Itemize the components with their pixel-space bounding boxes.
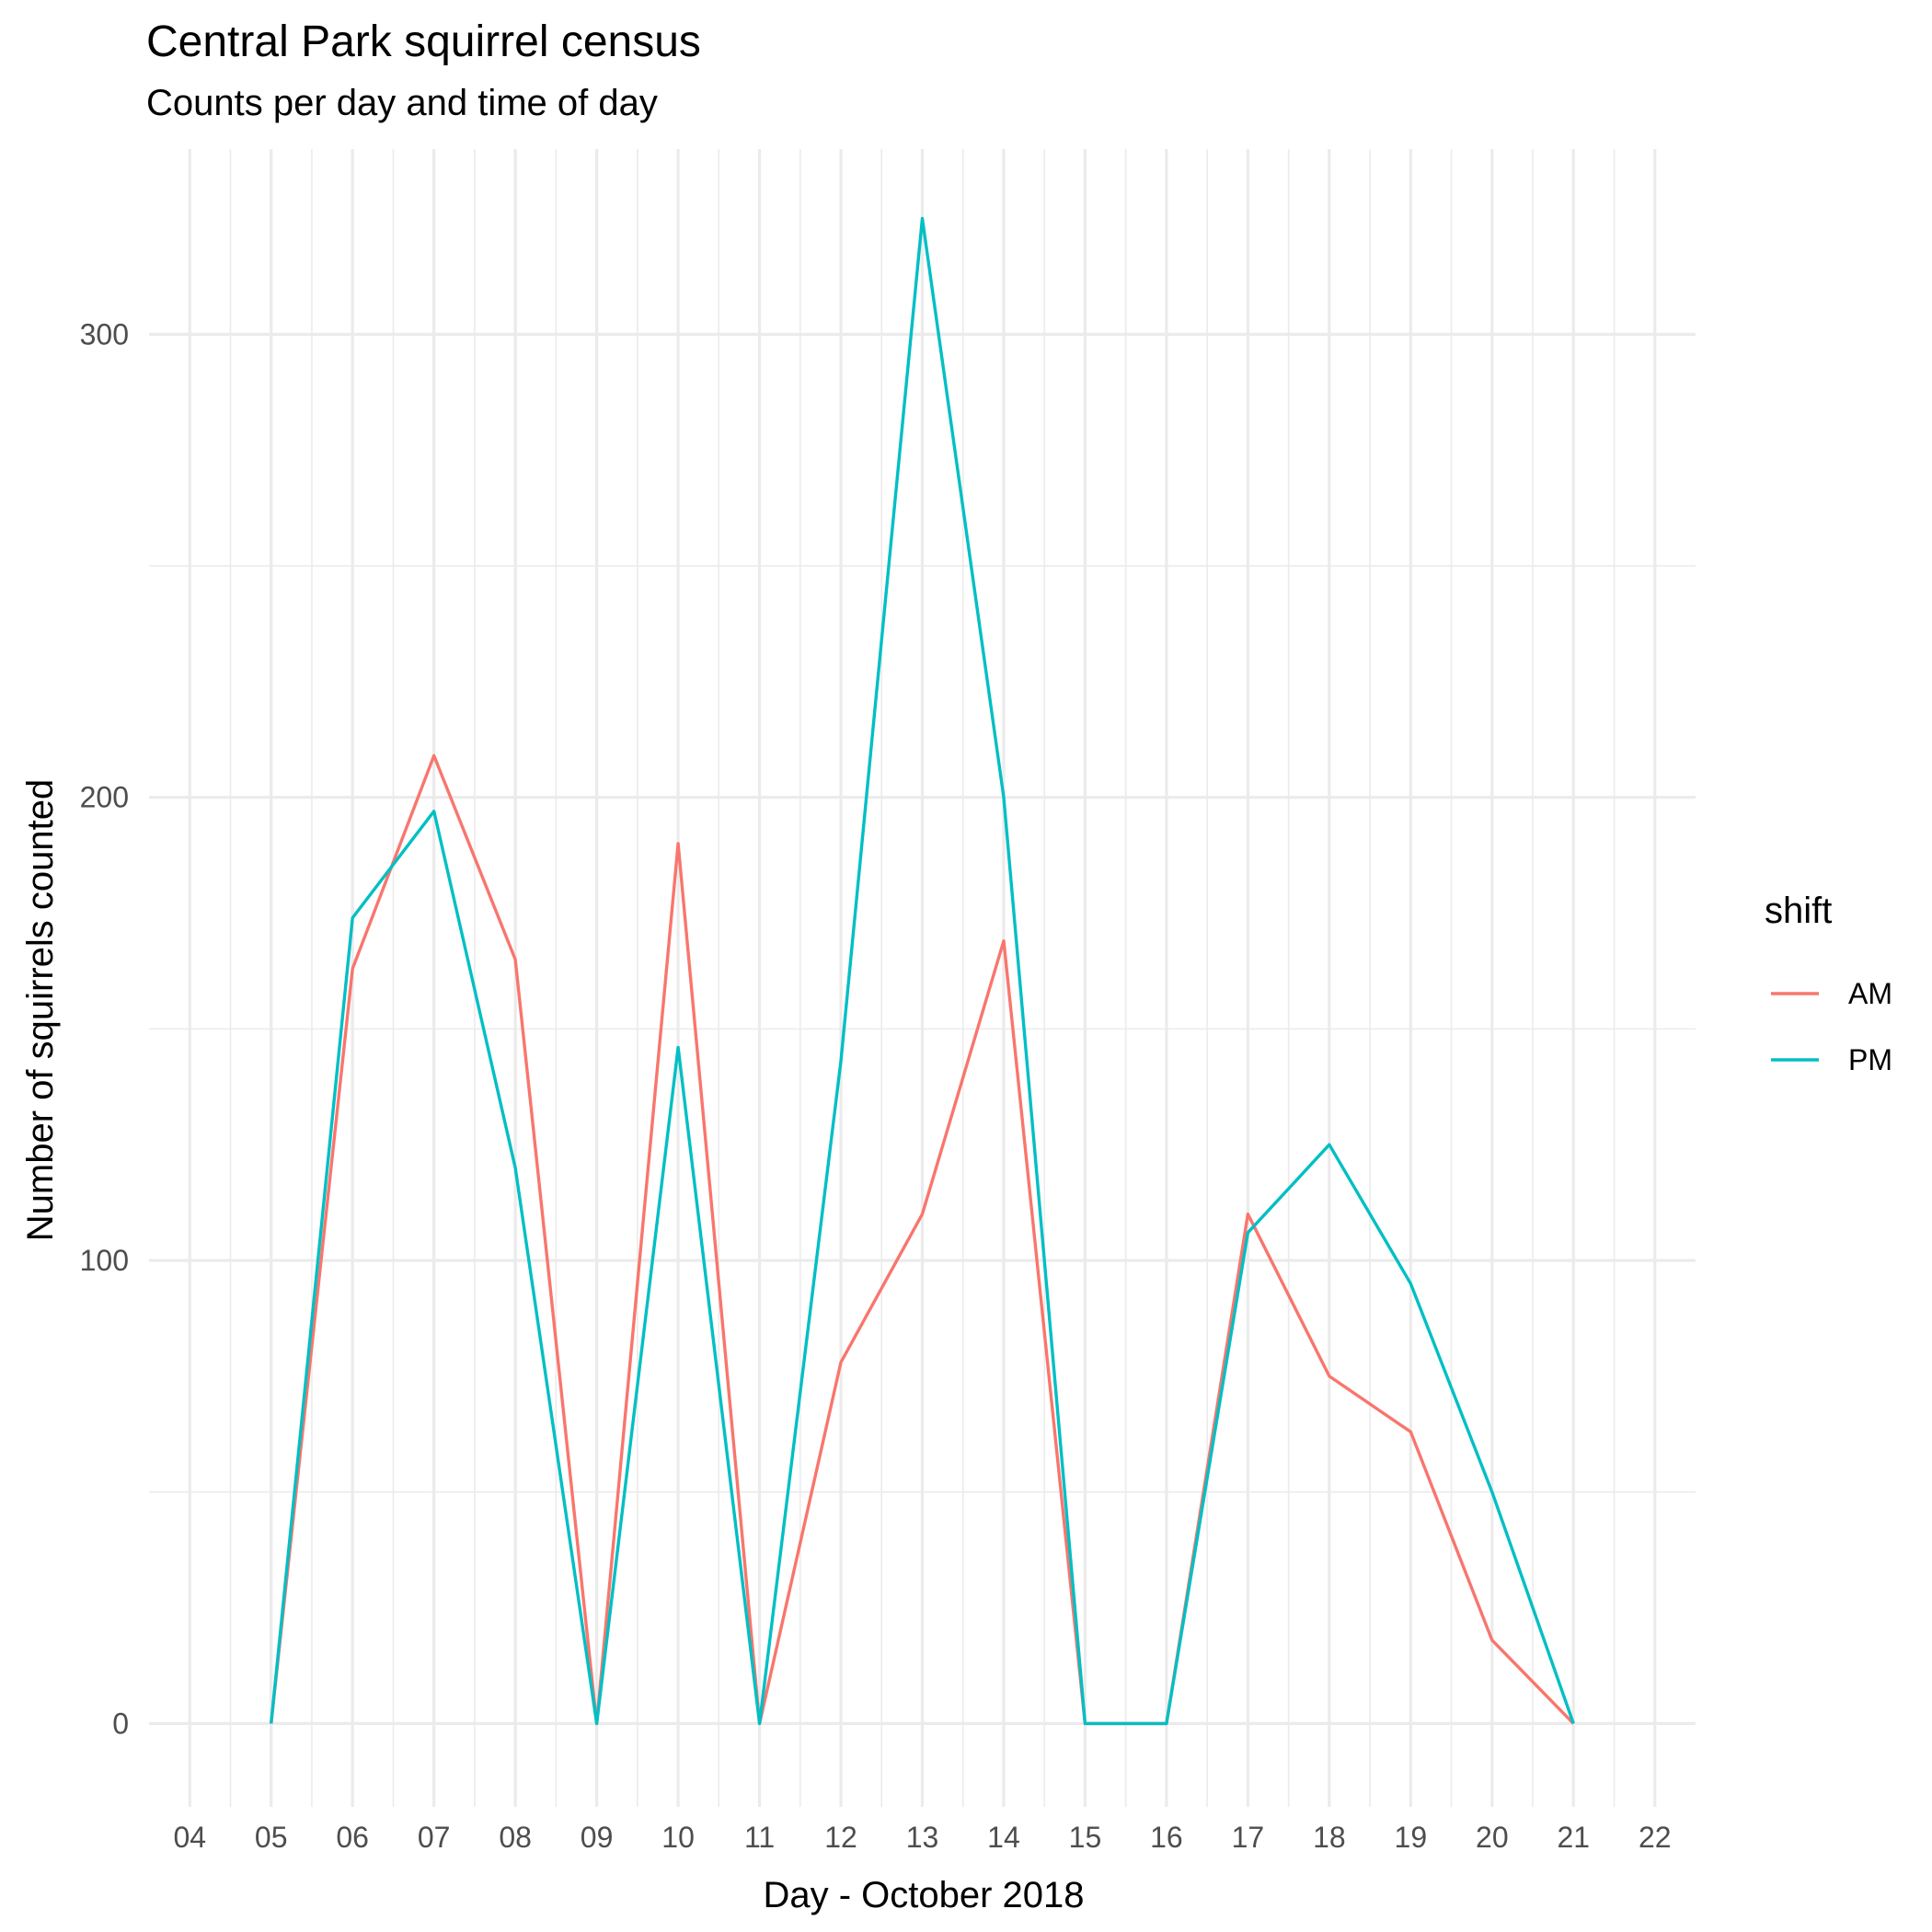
- y-tick-label: 200: [80, 781, 129, 814]
- legend-label-am: AM: [1848, 977, 1892, 1010]
- x-tick-label: 04: [173, 1821, 206, 1854]
- y-tick-label: 300: [80, 317, 129, 351]
- y-axis-title: Number of squirrels counted: [20, 779, 61, 1241]
- x-tick-label: 12: [824, 1821, 857, 1854]
- x-axis-tick-labels: 04 05 06 07 08 09 10 11 12 13 14 15 16 17 18 19 20 21 22: [173, 1821, 1671, 1854]
- series-lines: [270, 216, 1575, 1726]
- x-tick-label: 19: [1395, 1821, 1428, 1854]
- x-tick-label: 10: [661, 1821, 695, 1854]
- major-gridlines: [149, 149, 1696, 1807]
- x-tick-label: 08: [499, 1821, 532, 1854]
- x-tick-label: 16: [1150, 1821, 1183, 1854]
- series-line-am: [270, 753, 1575, 1726]
- legend-label-pm: PM: [1848, 1043, 1892, 1076]
- x-tick-label: 18: [1313, 1821, 1346, 1854]
- legend-title: shift: [1765, 891, 1832, 931]
- y-tick-label: 100: [80, 1244, 129, 1277]
- x-tick-label: 17: [1232, 1821, 1265, 1854]
- x-tick-label: 22: [1639, 1821, 1672, 1854]
- x-tick-label: 14: [987, 1821, 1020, 1854]
- chart-title: Central Park squirrel census: [146, 17, 701, 66]
- x-tick-label: 21: [1557, 1821, 1590, 1854]
- x-axis-title: Day - October 2018: [763, 1875, 1084, 1915]
- x-tick-label: 06: [336, 1821, 369, 1854]
- y-tick-label: 0: [112, 1707, 129, 1740]
- x-tick-label: 11: [744, 1821, 775, 1854]
- x-tick-label: 13: [906, 1821, 939, 1854]
- x-tick-label: 15: [1069, 1821, 1102, 1854]
- legend: shift AM PM: [1765, 891, 1892, 1076]
- x-tick-label: 07: [418, 1821, 451, 1854]
- x-tick-label: 09: [581, 1821, 614, 1854]
- x-tick-label: 05: [255, 1821, 288, 1854]
- chart-subtitle: Counts per day and time of day: [146, 83, 658, 123]
- series-line-pm: [270, 216, 1575, 1726]
- y-axis-tick-labels: 0 100 200 300: [80, 317, 129, 1740]
- x-tick-label: 20: [1476, 1821, 1509, 1854]
